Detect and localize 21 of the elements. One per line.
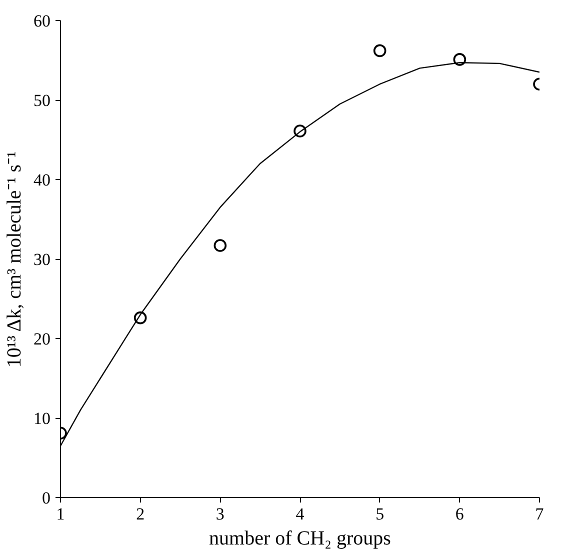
y-tick-label: 50: [34, 91, 50, 110]
x-tick-label: 4: [296, 504, 305, 524]
x-tick-label: 7: [535, 504, 544, 524]
x-tick-label: 1: [56, 504, 65, 524]
x-tick-label: 5: [376, 504, 384, 524]
point: [134, 311, 147, 324]
y-tick-label: 20: [34, 330, 50, 348]
y-axis-title: 10¹³ Δk, cm³ molecule⁻¹ s⁻¹: [4, 151, 26, 368]
y-tick-label: 0: [42, 488, 50, 508]
point: [294, 124, 306, 138]
point: [373, 44, 386, 58]
x-axis-title: number of CH₂ groups: [209, 528, 392, 550]
x-tick-label: 6: [455, 504, 464, 524]
point: [453, 53, 466, 66]
point: [214, 239, 227, 252]
y-tick-label: 60: [34, 12, 50, 30]
y-tick-label: 40: [34, 170, 50, 190]
y-tick-label: 30: [34, 250, 50, 269]
y-tick-label: 10: [34, 409, 50, 428]
x-tick-label: 2: [136, 504, 145, 524]
x-tick-label: 3: [216, 504, 224, 524]
